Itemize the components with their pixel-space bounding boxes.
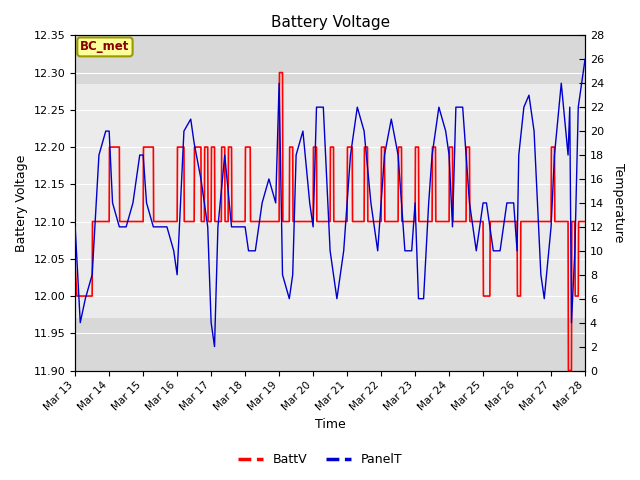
Bar <box>75 318 585 371</box>
Legend: BattV, PanelT: BattV, PanelT <box>232 448 408 471</box>
X-axis label: Time: Time <box>315 419 346 432</box>
Title: Battery Voltage: Battery Voltage <box>271 15 390 30</box>
Bar <box>75 36 585 84</box>
Y-axis label: Battery Voltage: Battery Voltage <box>15 154 28 252</box>
Text: BC_met: BC_met <box>80 40 130 53</box>
Y-axis label: Temperature: Temperature <box>612 163 625 242</box>
Bar <box>75 36 585 371</box>
